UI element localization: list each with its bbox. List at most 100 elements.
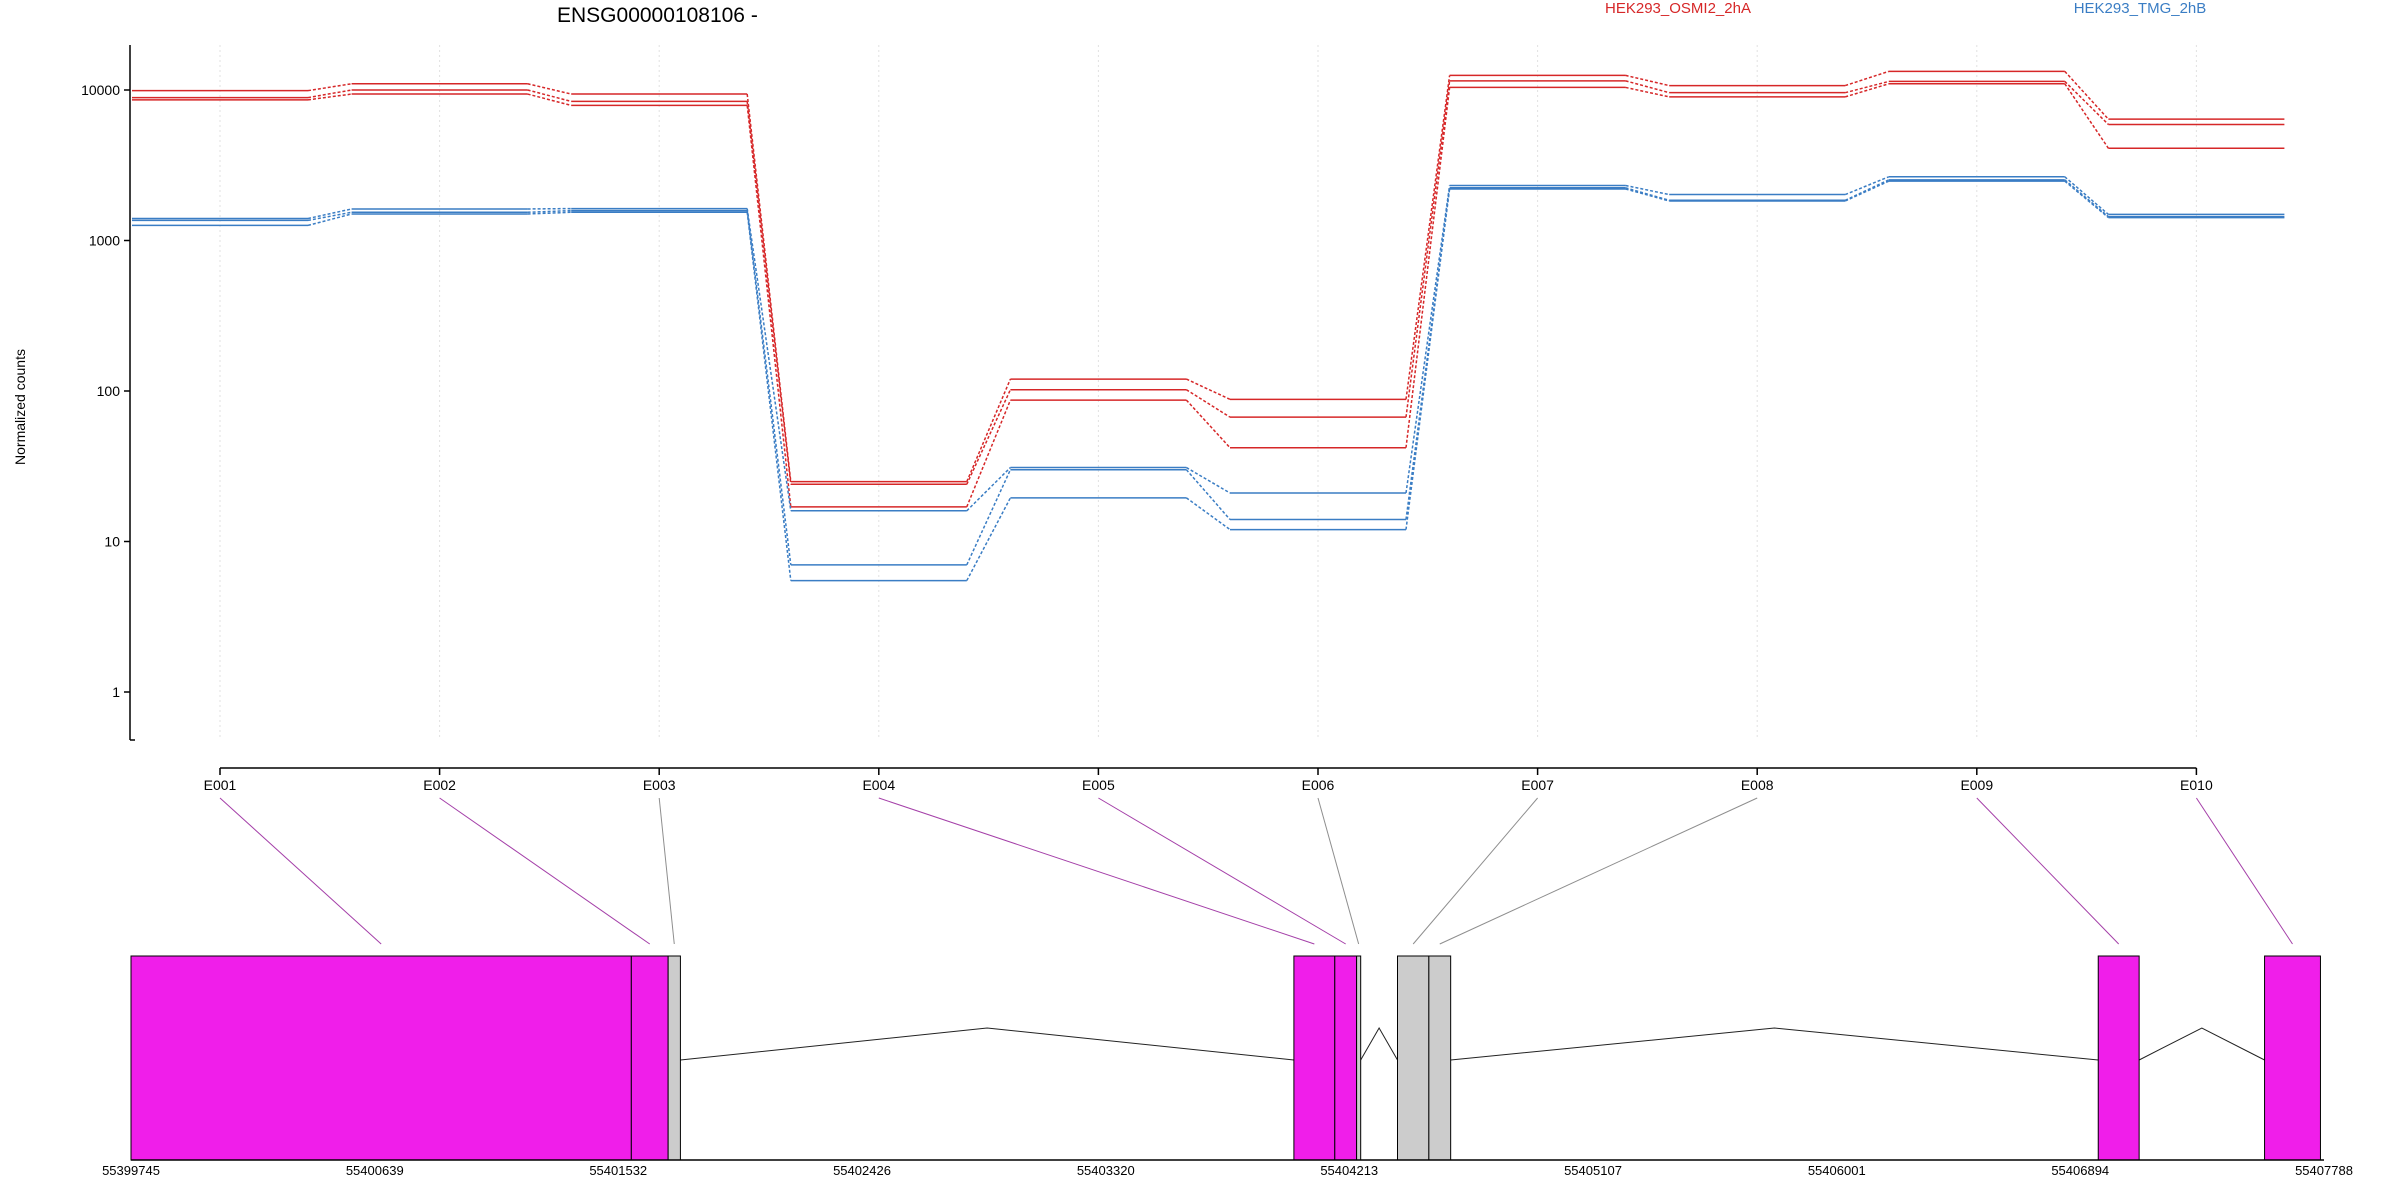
x-tick-label-e004: E004: [862, 777, 895, 793]
series-line: [132, 180, 2285, 582]
series-connector: [1405, 80, 1451, 418]
grid-lines: [219, 45, 2197, 740]
series-connector: [1844, 180, 1890, 202]
series-connector: [1845, 80, 1889, 94]
coord-tick-label: 55402426: [833, 1163, 891, 1178]
exon-connector-e003: [658, 797, 675, 945]
exon-connectors: [219, 797, 2293, 945]
exon-connector-e004: [878, 797, 1315, 945]
series-lines: [132, 70, 2285, 582]
series-connector: [1185, 497, 1231, 531]
series-connector: [1405, 188, 1451, 530]
exon-block-e004: [1293, 955, 1336, 1161]
coord-tick-label: 55403320: [1077, 1163, 1135, 1178]
series-connector: [307, 208, 352, 220]
exon-block-e001: [130, 955, 632, 1161]
x-tick-label-e007: E007: [1521, 777, 1554, 793]
series-connector: [1185, 399, 1231, 449]
coordinate-axis: 55399745 55400639 55401532 55402426 55403320…: [102, 1159, 2353, 1178]
series-connector: [2064, 80, 2109, 126]
coord-tick-label: 55407788: [2295, 1163, 2353, 1178]
series-connector: [1405, 75, 1451, 400]
exon-block-e010: [2264, 955, 2321, 1161]
coord-tick-label: 55399745: [102, 1163, 160, 1178]
series-connector: [966, 399, 1012, 508]
x-tick-label-e010: E010: [2180, 777, 2213, 793]
exon-connector-e002: [439, 797, 651, 945]
series-connector: [307, 83, 352, 92]
series-connector: [1844, 176, 1890, 196]
y-axis: 1 10 100 1000 10000: [81, 45, 135, 741]
exon-connector-e001: [219, 797, 382, 945]
series-connector: [527, 93, 572, 107]
series-connector: [1405, 185, 1451, 494]
series-connector: [1844, 179, 1890, 201]
exon-block-e006: [1356, 955, 1362, 1161]
series-connector: [527, 209, 572, 214]
coord-tick-label: 55400639: [346, 1163, 404, 1178]
legend-entry-tmg: HEK293_TMG_2hB: [2074, 0, 2207, 17]
x-tick-label-e008: E008: [1741, 777, 1774, 793]
series-connector: [2064, 83, 2110, 149]
y-tick-label: 1000: [89, 233, 120, 249]
series-connector: [966, 378, 1012, 482]
series-line: [132, 176, 2285, 512]
intron-line: [2138, 1027, 2265, 1061]
series-connector: [1185, 469, 1231, 521]
series-line: [132, 70, 2285, 483]
exon-block-e002: [630, 955, 669, 1161]
y-tick-label: 100: [97, 383, 121, 399]
series-connector: [1625, 80, 1670, 94]
series-connector: [966, 497, 1012, 581]
exon-block-e005: [1334, 955, 1358, 1161]
x-tick-label-e003: E003: [643, 777, 676, 793]
series-connector: [307, 89, 352, 99]
series-connector: [1844, 70, 1890, 87]
exon-connector-e008: [1439, 797, 1758, 945]
x-axis: E001 E002 E003 E004 E005 E006 E007 E008 E009 E010: [204, 767, 2213, 793]
series-connector: [527, 89, 572, 103]
coord-tick-label: 55404213: [1320, 1163, 1378, 1178]
series-connector: [2064, 70, 2109, 120]
coord-tick-label: 55406001: [1808, 1163, 1866, 1178]
exon-connector-e009: [1976, 797, 2120, 945]
series-connector: [1186, 378, 1231, 401]
intron-line: [1360, 1026, 1398, 1061]
exon-block-e003: [667, 955, 681, 1161]
series-connector: [1186, 466, 1231, 494]
series-connector: [307, 211, 352, 222]
gene-model: [130, 955, 2321, 1161]
series-connector: [307, 93, 352, 101]
exon-block-e009: [2097, 955, 2140, 1161]
series-connector: [746, 212, 792, 581]
series-connector: [746, 208, 792, 511]
intron-line: [680, 1027, 1294, 1061]
series-line: [132, 80, 2285, 486]
y-tick-label: 1: [112, 684, 120, 700]
intron-line: [1450, 1027, 2099, 1061]
series-connector: [307, 213, 352, 227]
exon-connector-e010: [2195, 797, 2293, 945]
series-connector: [1186, 389, 1231, 418]
series-connector: [1625, 184, 1670, 196]
y-axis-label: Normalized counts: [12, 349, 28, 465]
series-connector: [966, 389, 1012, 485]
exon-connector-e007: [1412, 797, 1538, 945]
legend-entry-osmi2: HEK293_OSMI2_2hA: [1605, 0, 1751, 17]
series-connector: [966, 469, 1012, 566]
series-connector: [2064, 179, 2109, 218]
series-connector: [1625, 188, 1670, 202]
series-connector: [746, 105, 792, 507]
series-connector: [1625, 74, 1670, 87]
series-connector: [1625, 86, 1670, 98]
series-connector: [746, 101, 792, 485]
series-connector: [527, 83, 572, 95]
series-connector: [2064, 176, 2109, 216]
x-tick-label-e001: E001: [204, 777, 237, 793]
exon-block-e008: [1428, 955, 1452, 1161]
x-tick-label-e005: E005: [1082, 777, 1115, 793]
series-connector: [746, 210, 792, 565]
series-connector: [2064, 180, 2109, 219]
series-line: [132, 83, 2285, 508]
y-tick-label: 10: [104, 534, 120, 550]
